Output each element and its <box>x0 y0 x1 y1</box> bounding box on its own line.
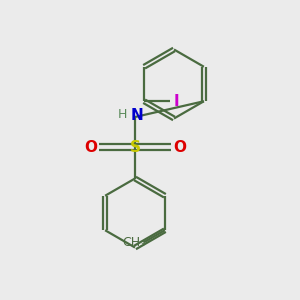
Text: I: I <box>173 94 179 109</box>
Text: CH₃: CH₃ <box>123 236 146 249</box>
Text: H: H <box>118 108 127 121</box>
Text: N: N <box>131 108 144 123</box>
Text: O: O <box>84 140 97 154</box>
Text: O: O <box>173 140 186 154</box>
Text: S: S <box>130 140 140 154</box>
